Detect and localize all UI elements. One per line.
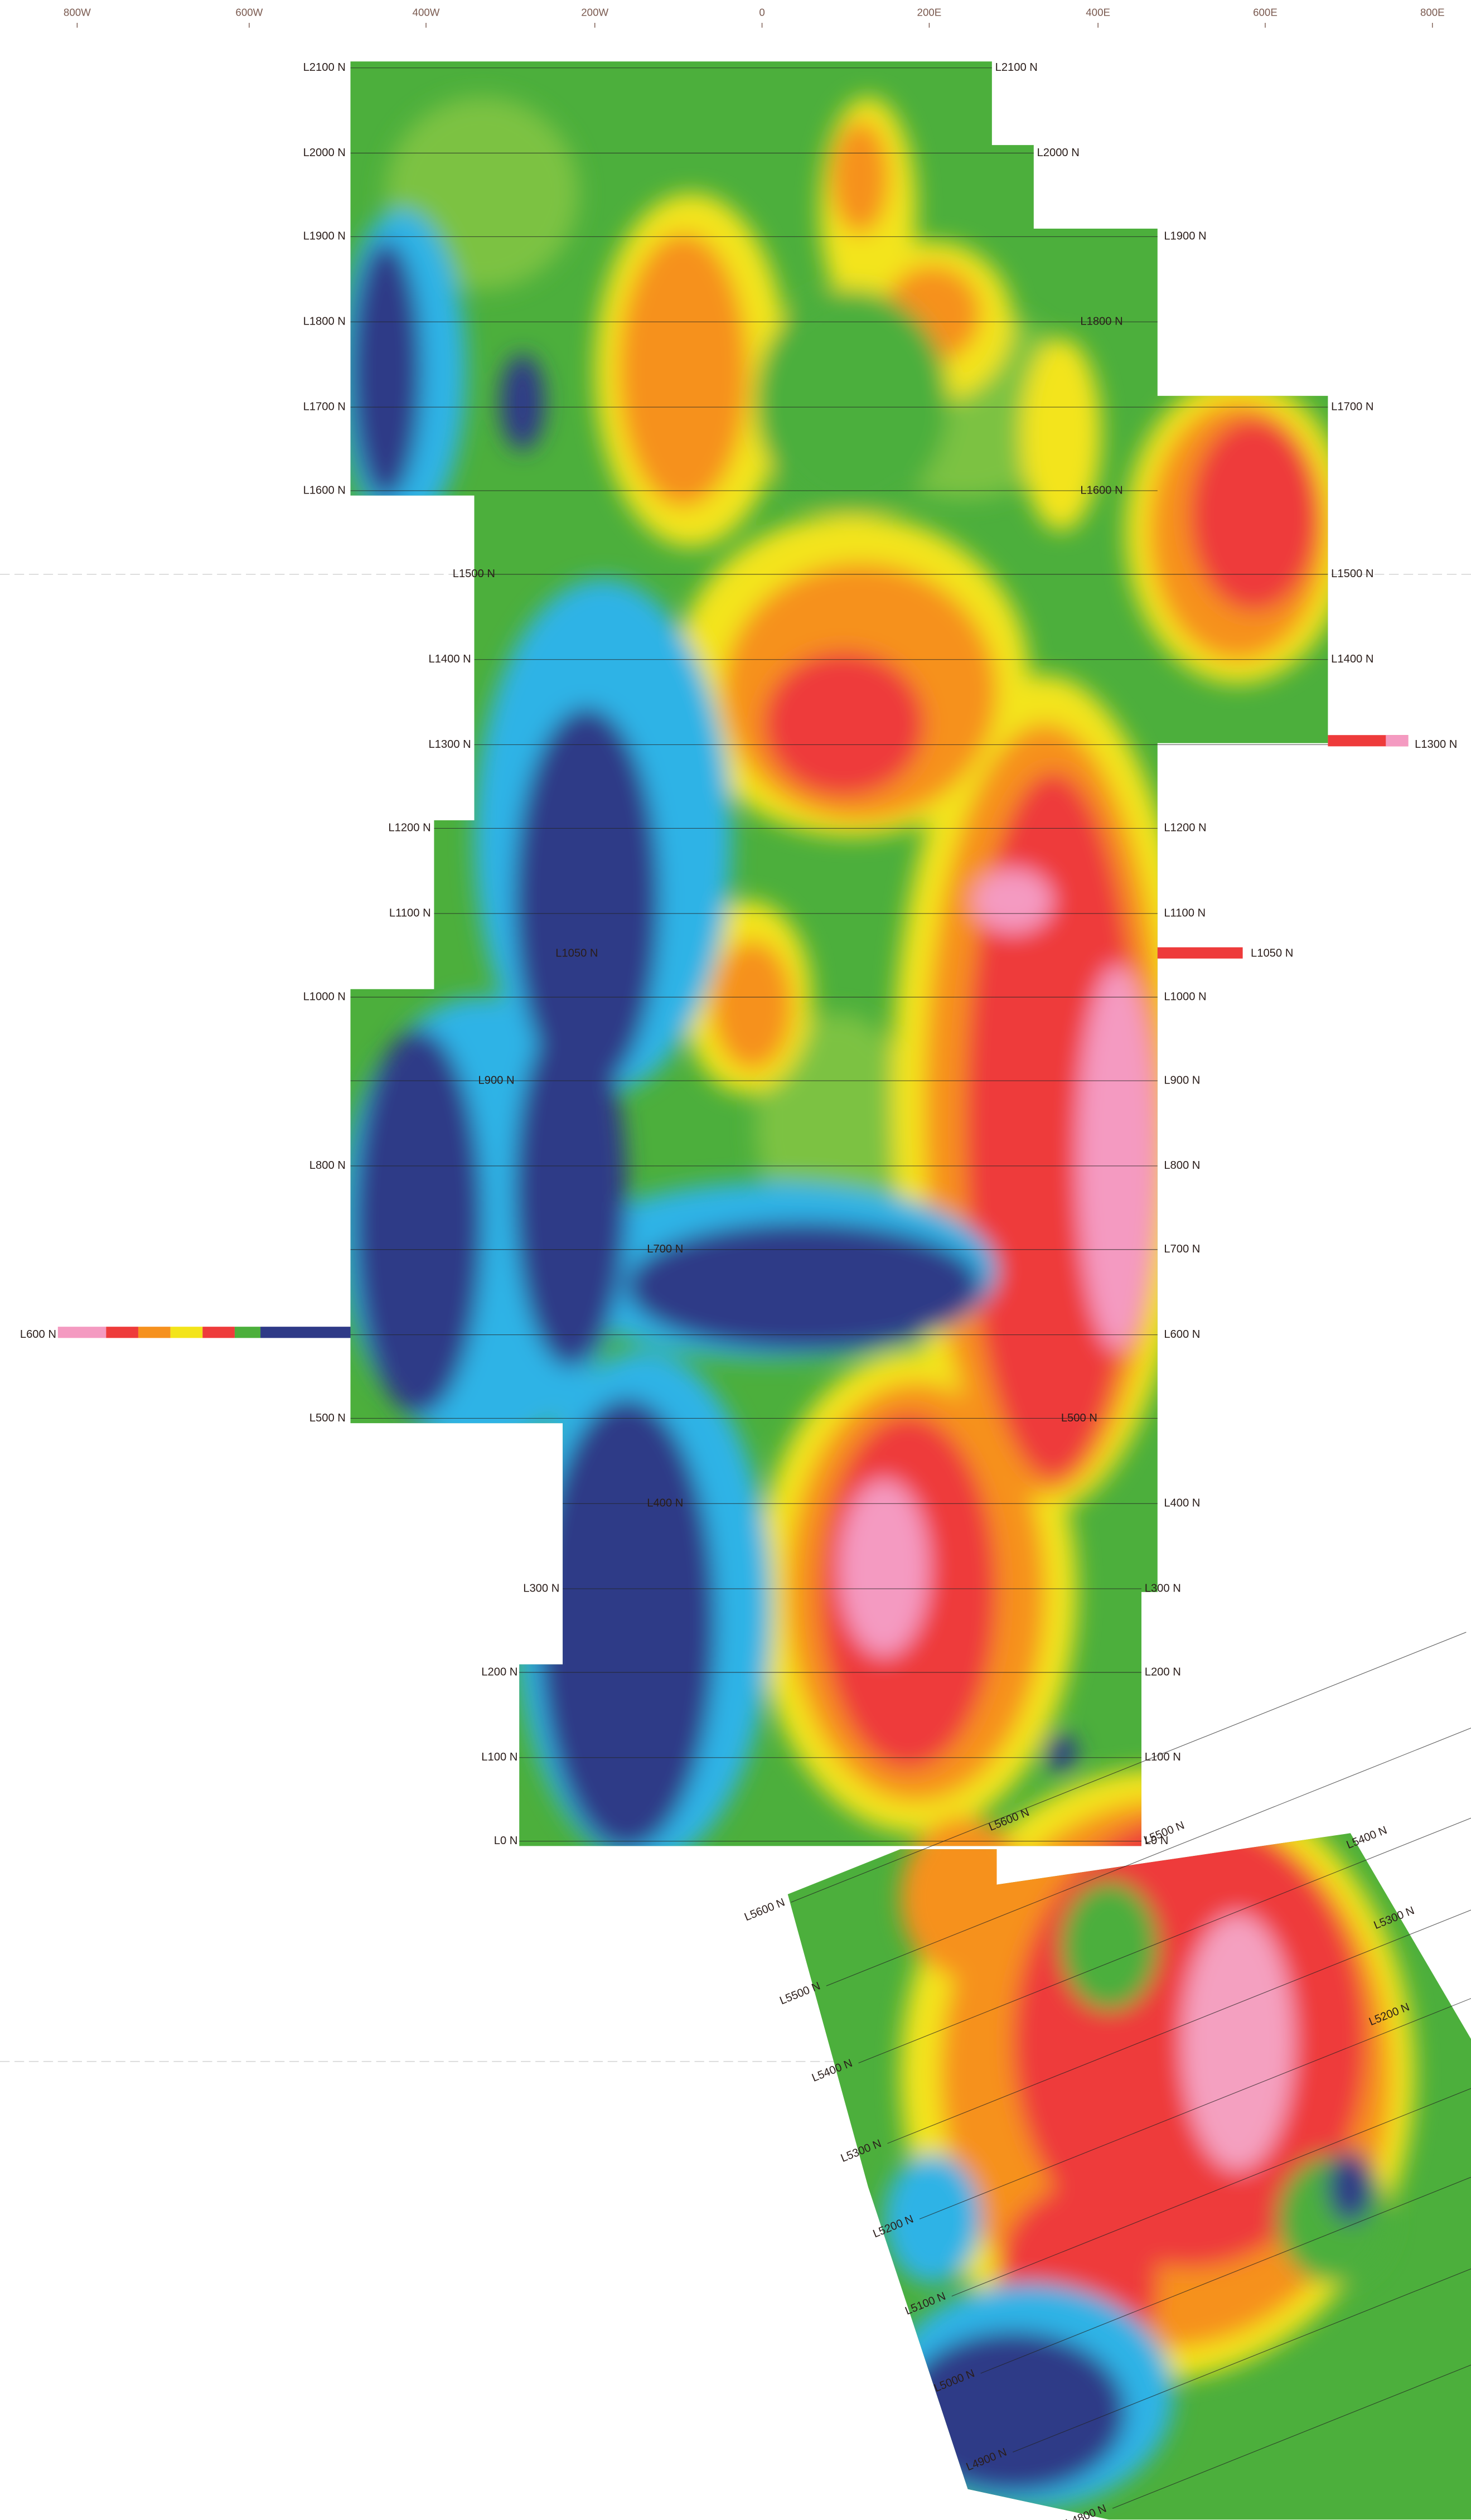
- axis-label: 200W: [581, 7, 608, 18]
- line-label: L1050 N: [555, 947, 598, 960]
- line-label: L1600 N: [303, 484, 346, 496]
- line-label: L800 N: [1164, 1159, 1200, 1172]
- axis-label: 200E: [917, 7, 942, 18]
- line-label: L600 N: [20, 1328, 56, 1341]
- line-label: L1700 N: [1331, 400, 1373, 413]
- axis-label: 400W: [413, 7, 440, 18]
- line-label: L900 N: [478, 1074, 515, 1086]
- line-label: L100 N: [481, 1751, 517, 1763]
- line-label: L1500 N: [453, 568, 495, 580]
- line-label: L1200 N: [1164, 822, 1206, 834]
- line-label: L1100 N: [389, 907, 431, 920]
- line-label: L1000 N: [1164, 990, 1206, 1003]
- line-label: L1800 N: [303, 316, 346, 328]
- line-label: L700 N: [647, 1243, 683, 1255]
- line-label: L1300 N: [1415, 738, 1457, 751]
- line-label: L1100 N: [1164, 907, 1206, 920]
- line-strip: [58, 1327, 351, 1338]
- axis-label: 800W: [64, 7, 91, 18]
- axis-label: 600W: [235, 7, 263, 18]
- line-label: L1200 N: [388, 822, 430, 834]
- line-label: L0 N: [494, 1835, 518, 1847]
- line-label: L400 N: [647, 1497, 683, 1510]
- line-label: L500 N: [1061, 1412, 1097, 1424]
- line-label: L5600 N: [743, 1896, 787, 1923]
- line-label: L1800 N: [1080, 316, 1122, 328]
- axis-label: 600E: [1253, 7, 1278, 18]
- line-label: L2000 N: [1037, 147, 1080, 159]
- line-label: L5500 N: [778, 1980, 822, 2007]
- axis-label: 800E: [1420, 7, 1445, 18]
- line-label: L200 N: [1145, 1666, 1181, 1678]
- line-label: L1900 N: [1164, 230, 1206, 243]
- line-label: L500 N: [309, 1412, 346, 1424]
- survey-map: 800W 600W 400W 200W 0 200E 400E 600E 800E L2100 N…: [0, 0, 1471, 2520]
- line-label: L300 N: [523, 1582, 559, 1594]
- line-label: L2100 N: [995, 61, 1038, 74]
- line-label: L300 N: [1145, 1582, 1181, 1594]
- contour-surface: [0, 1, 1471, 2520]
- line-label: L1400 N: [1331, 653, 1373, 665]
- axis-label: 400E: [1086, 7, 1110, 18]
- line-label: L2100 N: [303, 61, 346, 74]
- line-label: L1600 N: [1080, 484, 1122, 496]
- line-label: L700 N: [1164, 1243, 1200, 1255]
- line-label: L200 N: [481, 1666, 517, 1678]
- line-strip: [1386, 735, 1408, 746]
- line-label: L800 N: [309, 1159, 346, 1172]
- line-label: L1400 N: [428, 653, 471, 665]
- page: {"top_axis": ["800W", "600W", "400W", "2…: [0, 0, 1471, 2520]
- line-label: L900 N: [1164, 1074, 1200, 1086]
- line-label: L2000 N: [303, 147, 346, 159]
- line-label: L100 N: [1145, 1751, 1181, 1763]
- line-label: L5400 N: [1345, 1824, 1389, 1851]
- line-label: L1050 N: [1251, 947, 1293, 960]
- line-label: L1500 N: [1331, 568, 1373, 580]
- line-label: L1000 N: [303, 990, 346, 1003]
- line-strip: [1158, 947, 1243, 959]
- line-label: L1700 N: [303, 400, 346, 413]
- line-label: L400 N: [1164, 1497, 1200, 1510]
- line-label: L1900 N: [303, 230, 346, 243]
- line-label: L600 N: [1164, 1328, 1200, 1341]
- line-label: L1300 N: [428, 738, 471, 751]
- axis-label: 0: [759, 7, 764, 18]
